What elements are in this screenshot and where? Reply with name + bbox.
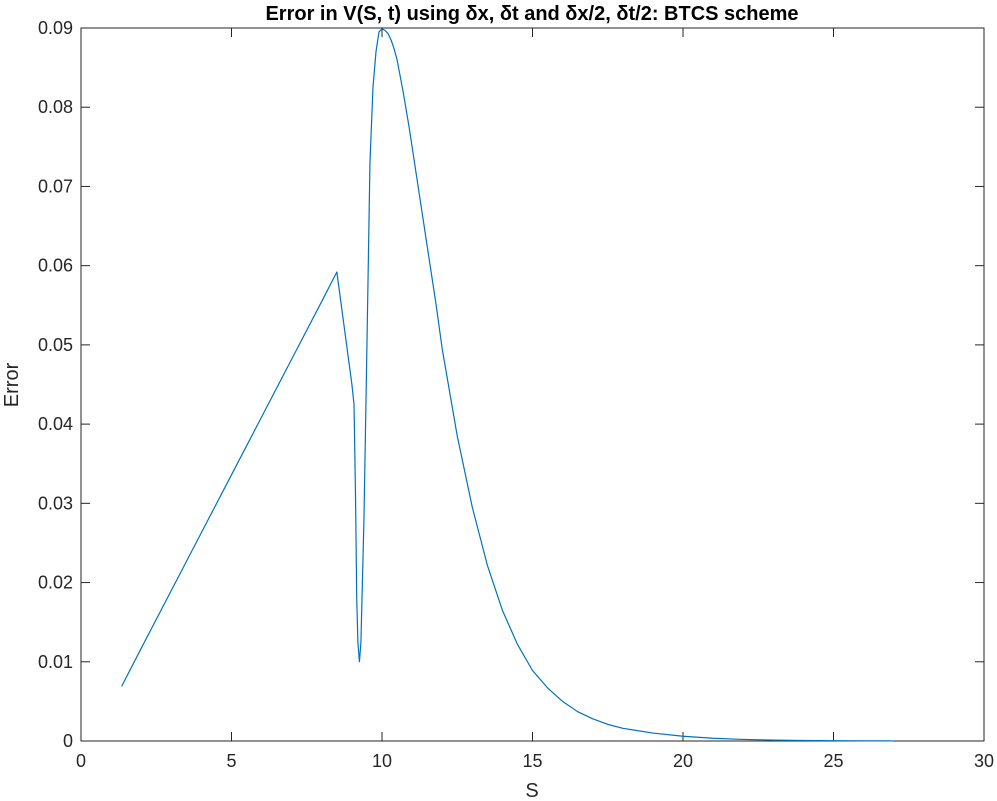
y-tick-label: 0.08 — [38, 97, 73, 117]
x-tick-label: 15 — [522, 751, 542, 771]
chart-title: Error in V(S, t) using δx, δt and δx/2, … — [265, 3, 798, 25]
y-tick-labels: 0 0.01 0.02 0.03 0.04 0.05 0.06 0.07 0.08 0.09 — [38, 18, 73, 751]
y-axis-label: Error — [1, 362, 23, 407]
y-tick-label: 0 — [63, 731, 73, 751]
x-tick-label: 10 — [372, 751, 392, 771]
y-tick-label: 0.09 — [38, 18, 73, 38]
y-tick-label: 0.01 — [38, 652, 73, 672]
y-tick-label: 0.04 — [38, 414, 73, 434]
y-tick-label: 0.02 — [38, 573, 73, 593]
y-tick-label: 0.03 — [38, 493, 73, 513]
x-tick-labels: 0 5 10 15 20 25 30 — [76, 751, 994, 771]
plot-area — [80, 27, 985, 742]
y-tick-label: 0.07 — [38, 176, 73, 196]
tick-marks — [80, 27, 985, 742]
error-series-line — [121, 28, 894, 742]
x-axis-label: S — [525, 780, 538, 801]
y-tick-label: 0.05 — [38, 335, 73, 355]
x-tick-label: 25 — [823, 751, 843, 771]
x-tick-label: 30 — [974, 751, 994, 771]
y-tick-label: 0.06 — [38, 256, 73, 276]
x-tick-label: 20 — [673, 751, 693, 771]
x-tick-label: 0 — [76, 751, 86, 771]
x-tick-label: 5 — [226, 751, 236, 771]
